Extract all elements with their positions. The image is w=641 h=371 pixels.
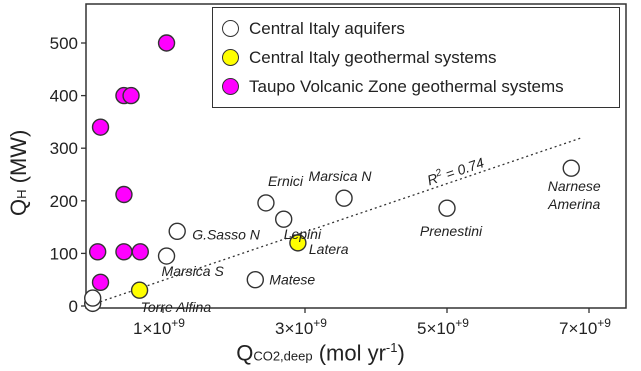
x-tick-label: 1×10+9 [133,316,185,338]
point-label: Ernici [268,173,304,189]
trendline-label-sup: 2 [433,167,443,180]
y-tick-label: 300 [50,139,78,158]
data-point [289,234,307,252]
y-tick-label: 400 [50,87,78,106]
data-point [130,281,149,299]
y-axis-label-main: Q [6,198,31,216]
trendline-label: R2 = 0.74 [425,153,486,188]
legend-label-aquifers: Central Italy aquifers [249,18,405,38]
data-point [275,210,293,228]
x-tick-label: 3×10+9 [275,316,327,338]
data-point [157,247,176,265]
legend-item: Central Italy aquifers [213,14,619,43]
y-tick-label: 200 [50,192,78,211]
legend-label-taupo-geothermal: Taupo Volcanic Zone geothermal systems [249,76,564,96]
legend-label-italy-geothermal: Central Italy geothermal systems [249,47,497,67]
data-point [246,271,265,289]
data-point [438,199,456,217]
y-axis-label-unit: (MW) [6,129,31,190]
point-label: G.Sasso N [192,226,261,242]
trendline [95,137,583,304]
data-point [115,185,133,204]
data-point [562,159,580,177]
data-point [88,243,107,261]
data-point [257,194,275,212]
point-label: Marsica N [309,168,373,184]
point-label: Marsica S [162,263,225,279]
data-point [91,273,110,292]
data-point [84,289,102,307]
axis-ticks: 0 100 200 300 400 500 1×10+9 3×10+9 5×10+9 7×10+9 [50,34,612,338]
legend-item: Taupo Volcanic Zone geothermal systems [213,72,619,101]
data-points [84,34,580,313]
data-point [157,34,176,52]
x-tick-label: 5×10+9 [417,316,469,338]
trendline-label-r: R [425,170,440,188]
legend-item: Central Italy geothermal systems [213,43,619,72]
legend-swatch-aquifers [222,20,239,37]
point-label: Torre Alfina [141,299,212,315]
y-tick-label: 100 [50,244,78,263]
y-tick-label: 0 [69,297,78,316]
x-axis-label-main: Q [236,340,254,366]
data-point [115,243,133,261]
x-tick-label: 7×10+9 [559,316,611,338]
point-label: Matese [269,272,315,288]
plot-frame [85,3,627,309]
x-axis-label-sub: CO2,deep [253,348,313,364]
point-label: Lepini [284,226,322,242]
data-point [168,222,186,241]
x-axis-label-unit-sup: -1 [385,340,398,355]
legend-swatch-taupo-geothermal [222,78,239,95]
x-axis-label: QCO2,deep (mol yr-1) [0,340,641,366]
point-label: Narnese Amerina [547,178,601,212]
point-label: Latera [309,241,349,257]
trendline-label-rest: = 0.74 [440,154,486,183]
data-point [131,243,149,261]
point-label: Prenestini [420,223,483,239]
y-axis-label: QH (MW) [6,130,36,216]
x-axis-label-unit: (mol yr [312,340,386,366]
y-axis-label-sub: H [14,189,29,199]
data-point [122,86,140,105]
x-axis-label-end: ) [397,340,405,366]
point-labels: Matese Marsica S G.Sasso N Ernici Lepini Mars… [141,168,601,315]
legend-swatch-italy-geothermal [222,49,239,66]
legend: Central Italy aquifers Central Italy geo… [212,7,620,108]
data-point [91,118,110,136]
data-point [335,189,353,207]
y-tick-label: 500 [50,34,78,53]
